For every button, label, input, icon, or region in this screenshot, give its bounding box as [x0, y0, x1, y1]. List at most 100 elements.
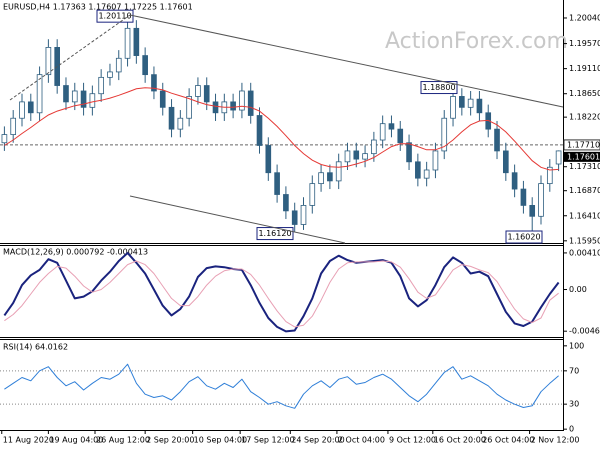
candle-body — [142, 55, 148, 76]
candle-body — [283, 194, 289, 212]
y-tick-label: 1.20040 — [569, 13, 600, 22]
candle-body — [177, 117, 184, 130]
candle-body — [300, 205, 307, 225]
candle-body — [520, 188, 527, 206]
candle-body — [371, 139, 377, 155]
candle-body — [168, 106, 175, 130]
y-tick-label: 1.15950 — [569, 236, 600, 245]
candle-body — [247, 90, 254, 116]
y-tick-label: 1.18220 — [569, 113, 600, 122]
candle-body — [1, 134, 8, 144]
candle-body — [309, 183, 316, 206]
x-tick-label: 17 Sep 12:00 — [241, 436, 294, 445]
candle-body — [415, 161, 421, 179]
candle-body — [186, 96, 192, 119]
moving-average — [4, 87, 559, 171]
x-tick-label: 11 Aug 2020 — [3, 436, 54, 445]
candle-body — [388, 123, 395, 130]
indicator-line — [4, 260, 559, 328]
price-annotation-label: 1.16020 — [507, 233, 540, 242]
price-annotation-label: 1.20110 — [98, 12, 131, 21]
candle-body — [63, 85, 69, 103]
candle-body — [115, 57, 122, 73]
candle-body — [203, 85, 210, 103]
last-price-label: 1.17601 — [567, 152, 600, 161]
candle-body — [274, 172, 280, 195]
panel-title: MACD(12,26,9) 0.000792 -0.000413 — [3, 248, 148, 257]
candle-body — [379, 123, 386, 141]
candle-body — [80, 90, 87, 108]
x-tick-label: 9 Oct 12:00 — [389, 436, 436, 445]
trendline — [9, 14, 131, 101]
candle-body — [441, 117, 448, 152]
x-tick-label: 2 Sep 20:00 — [146, 436, 194, 445]
candle-body — [98, 76, 104, 95]
y-tick-label: 0.00 — [569, 285, 587, 294]
candle-body — [212, 101, 219, 114]
candle-body — [546, 166, 553, 185]
candle-body — [459, 96, 465, 108]
candle-body — [36, 74, 43, 114]
candle-body — [362, 153, 368, 160]
candle-body — [159, 90, 166, 108]
price-annotation-label: 1.16120 — [258, 229, 291, 238]
y-tick-label: 1.18650 — [569, 89, 600, 98]
y-tick-label: -0.004678 — [569, 327, 600, 336]
candle-body — [327, 172, 333, 182]
candle-body — [450, 96, 456, 119]
candle-body — [494, 128, 500, 152]
x-tick-label: 16 Oct 20:00 — [434, 436, 486, 445]
chart-title: EURUSD,H4 1.17363 1.17607 1.17225 1.1760… — [3, 3, 193, 12]
candle-body — [538, 183, 544, 217]
x-tick-label: 2 Oct 04:00 — [338, 436, 385, 445]
candle-body — [107, 71, 113, 78]
x-tick-label: 24 Sep 20:00 — [291, 436, 344, 445]
candle-body — [555, 150, 562, 165]
trendlines — [9, 14, 564, 244]
last-price-tag — [564, 151, 600, 162]
frame — [0, 0, 564, 431]
candle-body — [476, 98, 483, 114]
candle-body — [195, 85, 201, 97]
candle-body — [353, 150, 360, 160]
candle-body — [10, 117, 17, 135]
x-tick-label: 10 Sep 04:00 — [194, 436, 247, 445]
indicator-line — [4, 363, 559, 409]
price-annotation — [505, 230, 543, 244]
candle-body — [27, 101, 34, 114]
candle-body — [335, 161, 342, 182]
candle-body — [511, 172, 518, 190]
candle-body — [89, 93, 96, 108]
candle-body — [124, 27, 131, 59]
candle-body — [133, 27, 140, 56]
y-tick-label: 1.19110 — [569, 64, 600, 73]
y-tick-label: 1.17310 — [569, 162, 600, 171]
candle-body — [71, 90, 78, 103]
candle-body — [406, 142, 412, 163]
price-annotation — [96, 9, 134, 23]
candle-body — [503, 150, 509, 174]
candle-body — [344, 150, 351, 163]
y-tick-label: 70 — [569, 366, 579, 375]
y-tick-label: 0 — [569, 425, 574, 434]
candle-body — [467, 98, 474, 108]
y-tick-label: 100 — [569, 341, 584, 350]
price-annotation-label: 1.18800 — [422, 83, 455, 92]
y-tick-label: 1.16410 — [569, 211, 600, 220]
price-annotation — [420, 81, 458, 95]
price-line-tag — [563, 139, 600, 151]
y-tick-label: 1.19570 — [569, 39, 600, 48]
y-tick-label: 1.16870 — [569, 186, 600, 195]
x-tick-label: 2 Nov 12:00 — [531, 436, 580, 445]
y-tick-label: 30 — [569, 400, 579, 409]
candle-body — [318, 172, 324, 185]
candle-body — [45, 47, 52, 76]
candle-body — [529, 205, 536, 217]
indicator-line — [3, 252, 560, 333]
x-tick-label: 19 Aug 04:00 — [49, 436, 103, 445]
watermark: ActionForex.com — [385, 29, 568, 54]
candle-body — [19, 101, 25, 119]
candle-body — [423, 169, 430, 179]
